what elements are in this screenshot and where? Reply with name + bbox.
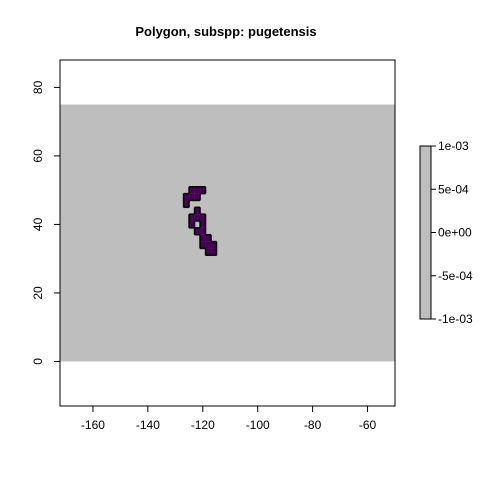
polygon-cell — [194, 193, 201, 201]
polygon-cell — [189, 221, 195, 228]
plot-frame — [59, 59, 396, 407]
legend-label: 0e+00 — [438, 226, 472, 240]
y-tick-label: 60 — [31, 149, 45, 163]
polygon-cell — [194, 214, 201, 222]
polygon-cell — [194, 186, 201, 194]
polygon-cell — [194, 227, 201, 235]
legend-label: -1e-03 — [438, 312, 473, 326]
polygon-cell — [211, 241, 217, 249]
legend-label: 5e-04 — [438, 182, 469, 196]
polygon-cell — [189, 214, 195, 222]
raster-background — [60, 104, 395, 362]
polygon-cell — [205, 248, 212, 256]
polygon-cell — [205, 241, 212, 249]
x-axis: -160 -140 -120 -100 -80 -60 — [81, 406, 377, 432]
plot-title: Polygon, subspp: pugetensis — [135, 24, 316, 39]
polygon-cell — [183, 193, 190, 201]
x-tick-label: -60 — [359, 418, 377, 432]
legend-colorbar — [419, 145, 432, 320]
legend-label: -5e-04 — [438, 269, 473, 283]
polygon-cell — [205, 234, 212, 242]
legend: 1e-03 5e-04 0e+00 -5e-04 -1e-03 — [419, 139, 473, 326]
raster-layer — [60, 104, 395, 362]
polygon-cell — [200, 241, 206, 249]
polygon-cell — [200, 227, 206, 235]
polygon-cell — [200, 186, 206, 194]
x-tick-label: -100 — [246, 418, 270, 432]
y-tick-label: 0 — [31, 358, 45, 365]
polygon-cell — [189, 193, 195, 201]
polygon-cell — [211, 248, 217, 256]
polygon-cell — [200, 214, 206, 222]
polygon-cell — [183, 200, 190, 208]
x-tick-label: -140 — [136, 418, 160, 432]
y-tick-label: 40 — [31, 217, 45, 231]
polygon-cell — [200, 234, 206, 242]
polygon-cell — [200, 221, 206, 228]
legend-label: 1e-03 — [438, 139, 469, 153]
x-tick-label: -120 — [191, 418, 215, 432]
y-tick-label: 80 — [31, 80, 45, 94]
polygon-cell — [189, 186, 195, 194]
x-tick-label: -80 — [304, 418, 322, 432]
polygon-layer — [182, 186, 218, 257]
y-axis: 0 20 40 60 80 — [31, 80, 60, 365]
y-tick-label: 20 — [31, 286, 45, 300]
x-tick-label: -160 — [81, 418, 105, 432]
polygon-cell — [194, 207, 201, 215]
